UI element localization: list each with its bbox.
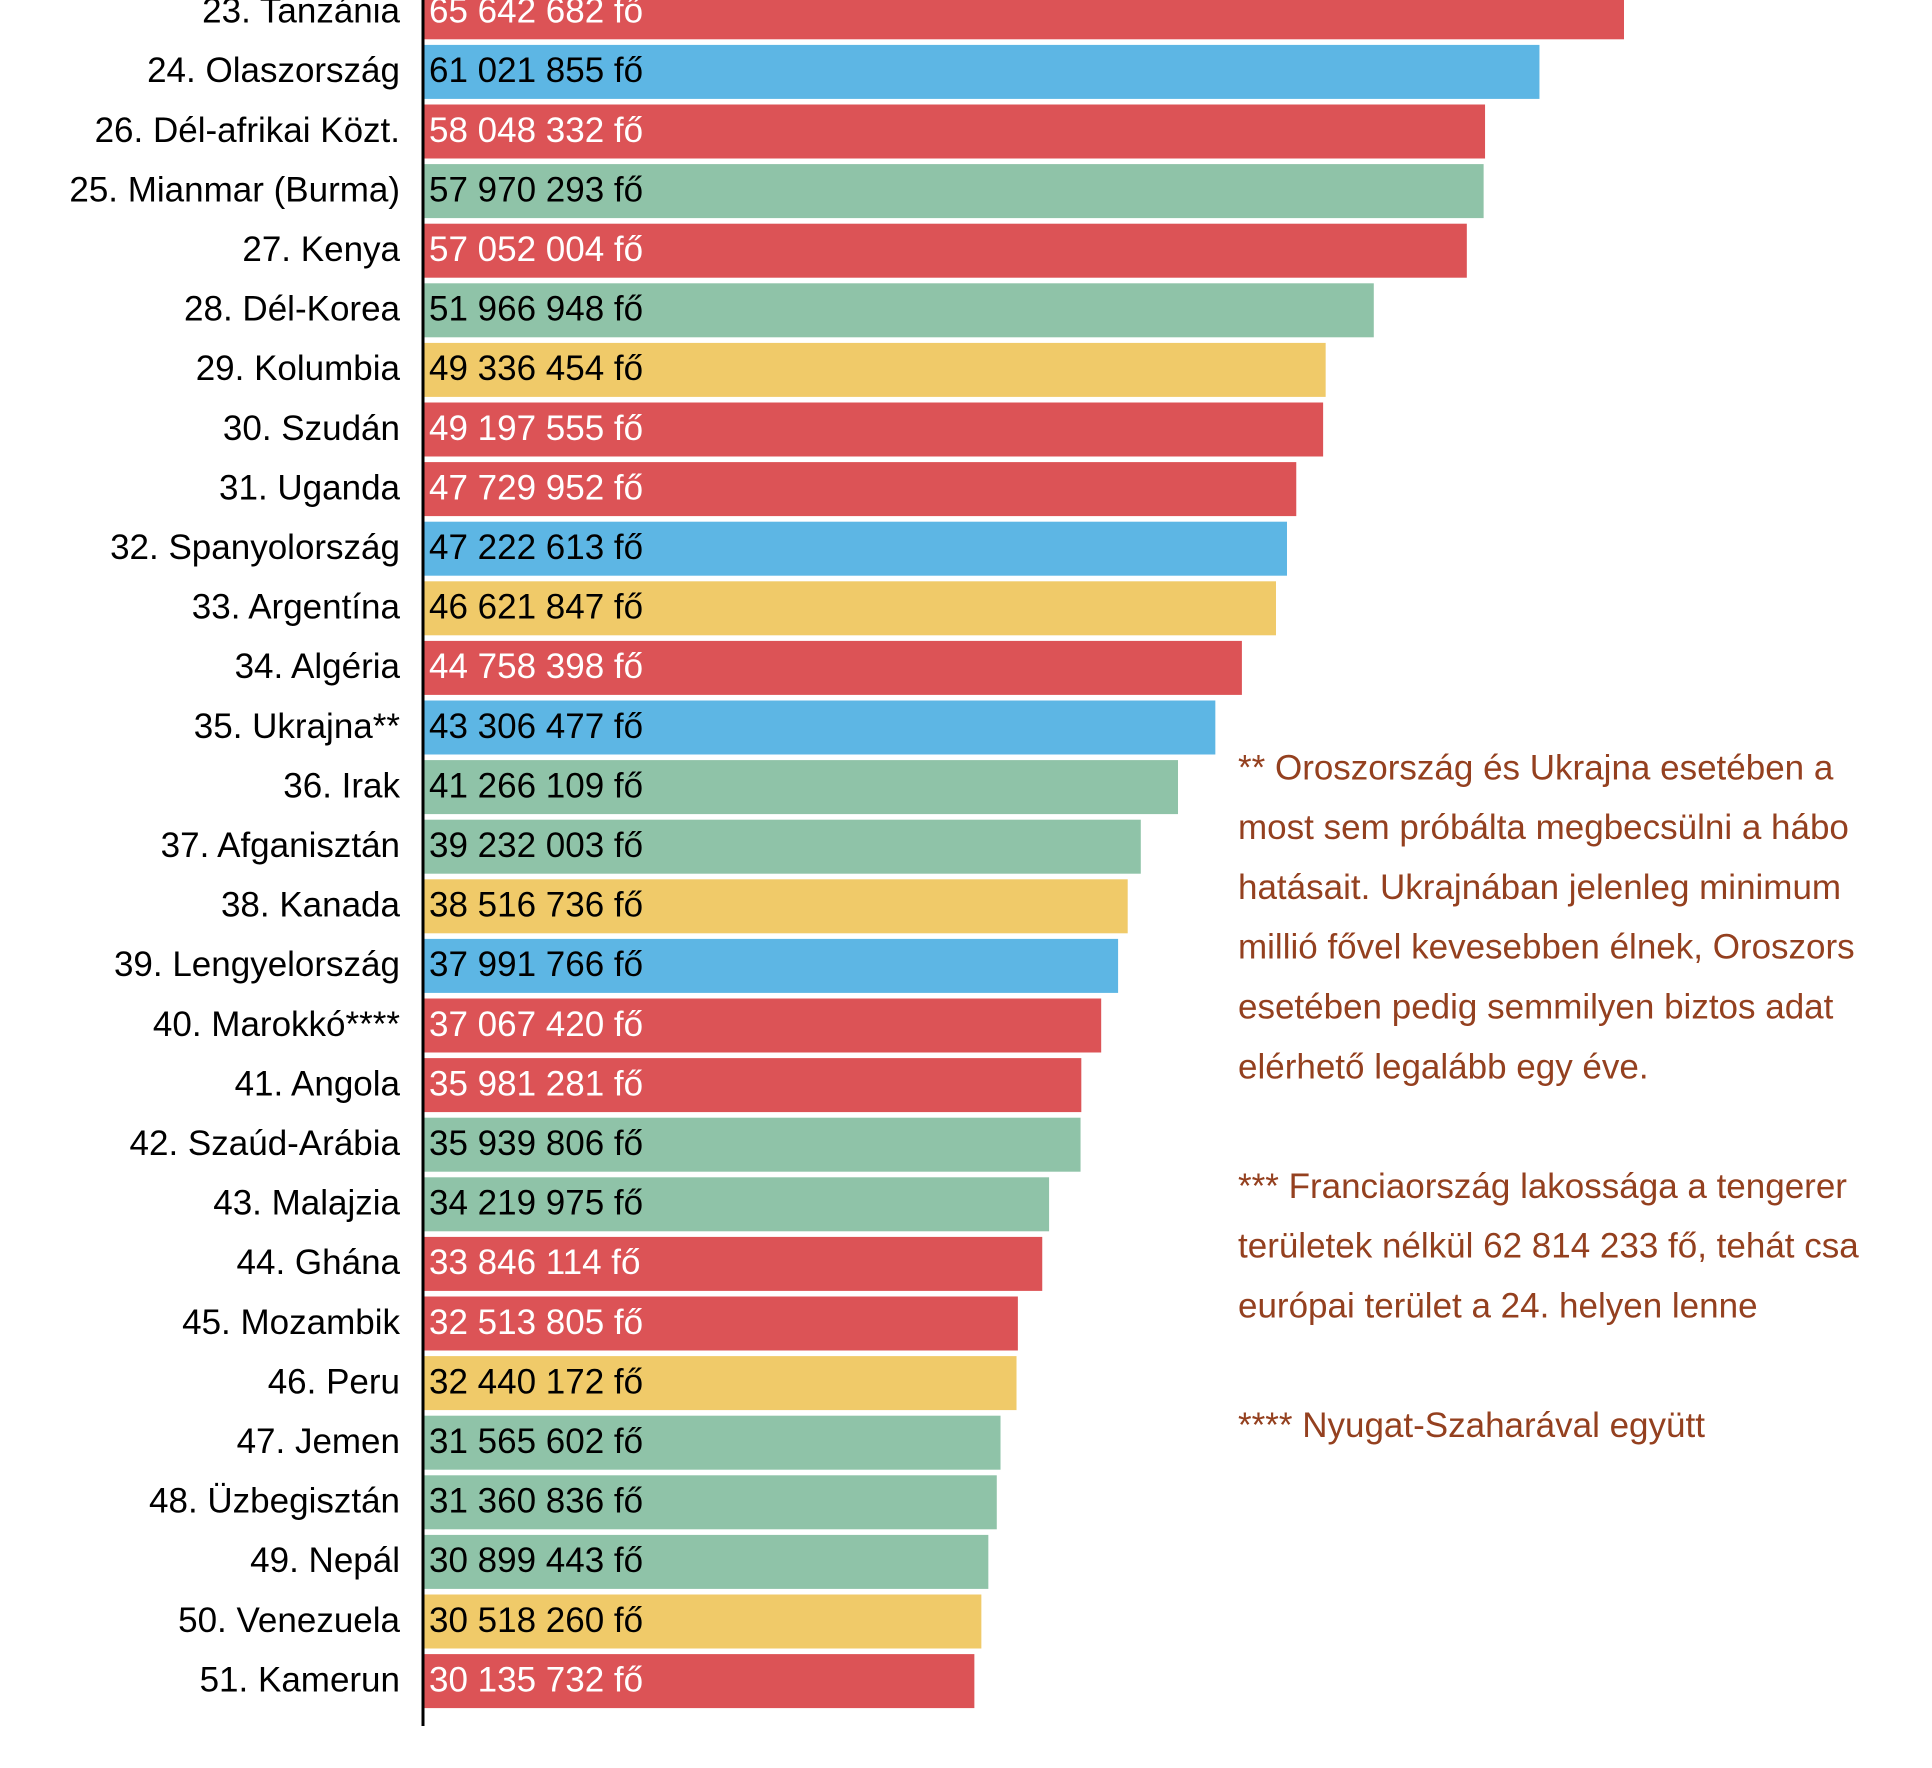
value-label: 61 021 855 fő: [429, 51, 643, 90]
annotation: elérhető legalább egy éve.: [1238, 1047, 1649, 1086]
value-label: 32 513 805 fő: [429, 1303, 643, 1342]
category-label: 37. Afganisztán: [161, 826, 400, 865]
value-label: 47 222 613 fő: [429, 528, 643, 567]
bar: [423, 640, 1242, 695]
bar: [423, 342, 1326, 397]
value-label: 37 067 420 fő: [429, 1005, 643, 1044]
bar: [423, 1236, 1043, 1291]
value-label: 35 939 806 fő: [429, 1124, 643, 1163]
category-label: 46. Peru: [268, 1362, 400, 1401]
category-label: 47. Jemen: [237, 1422, 400, 1461]
bar: [423, 0, 1624, 40]
value-label: 58 048 332 fő: [429, 111, 643, 150]
bar: [423, 581, 1276, 636]
category-label: 24. Olaszország: [147, 51, 400, 90]
value-label: 57 052 004 fő: [429, 230, 643, 269]
annotation: esetében pedig semmilyen biztos adat: [1238, 987, 1834, 1026]
bar: [423, 1296, 1018, 1351]
bar: [423, 879, 1128, 934]
value-label: 57 970 293 fő: [429, 170, 643, 209]
category-label: 34. Algéria: [235, 647, 401, 686]
value-label: 49 336 454 fő: [429, 349, 643, 388]
category-label: 41. Angola: [235, 1064, 401, 1103]
value-label: 31 565 602 fő: [429, 1422, 643, 1461]
value-label: 30 899 443 fő: [429, 1541, 643, 1580]
category-label: 42. Szaúd-Arábia: [130, 1124, 401, 1163]
category-label: 35. Ukrajna**: [194, 707, 401, 746]
category-label: 29. Kolumbia: [196, 349, 401, 388]
category-label: 43. Malajzia: [213, 1184, 400, 1223]
bar: [423, 1356, 1017, 1411]
bar: [423, 1058, 1082, 1113]
bar: [423, 1475, 997, 1530]
value-label: 46 621 847 fő: [429, 588, 643, 627]
bar: [423, 819, 1141, 874]
bar: [423, 44, 1540, 99]
category-label: 25. Mianmar (Burma): [69, 170, 400, 209]
value-label: 35 981 281 fő: [429, 1064, 643, 1103]
category-label: 31. Uganda: [219, 468, 401, 507]
bar: [423, 998, 1102, 1053]
category-label: 44. Ghána: [237, 1243, 401, 1282]
value-label: 39 232 003 fő: [429, 826, 643, 865]
annotation: most sem próbálta megbecsülni a hábo: [1238, 808, 1849, 847]
annotation: millió fővel kevesebben élnek, Oroszors: [1238, 928, 1855, 967]
category-label: 23. Tanzánia: [202, 0, 400, 31]
value-label: 51 966 948 fő: [429, 290, 643, 329]
value-label: 41 266 109 fő: [429, 766, 643, 805]
category-label: 48. Üzbegisztán: [149, 1482, 400, 1521]
bar: [423, 760, 1179, 815]
bar: [423, 938, 1119, 993]
bar: [423, 1654, 975, 1709]
annotation: **** Nyugat-Szaharával együtt: [1238, 1406, 1705, 1445]
category-label: 39. Lengyelország: [114, 945, 400, 984]
value-label: 30 135 732 fő: [429, 1660, 643, 1699]
category-label: 27. Kenya: [242, 230, 400, 269]
category-label: 30. Szudán: [223, 409, 400, 448]
value-label: 30 518 260 fő: [429, 1601, 643, 1640]
annotation: ** Oroszország és Ukrajna esetében a: [1238, 748, 1834, 787]
bar: [423, 1534, 989, 1589]
bar: [423, 462, 1297, 517]
category-label: 38. Kanada: [221, 886, 401, 925]
category-label: 51. Kamerun: [200, 1660, 400, 1699]
bar: [423, 1594, 982, 1649]
category-label: 50. Venezuela: [178, 1601, 400, 1640]
value-label: 44 758 398 fő: [429, 647, 643, 686]
bar: [423, 700, 1216, 755]
value-label: 43 306 477 fő: [429, 707, 643, 746]
annotation: hatásait. Ukrajnában jelenleg minimum: [1238, 868, 1841, 907]
value-label: 33 846 114 fő: [429, 1243, 641, 1282]
annotation: *** Franciaország lakossága a tengerer: [1238, 1167, 1847, 1206]
value-label: 37 991 766 fő: [429, 945, 643, 984]
bar: [423, 283, 1374, 338]
value-label: 34 219 975 fő: [429, 1184, 643, 1223]
value-label: 32 440 172 fő: [429, 1362, 643, 1401]
value-label: 47 729 952 fő: [429, 468, 643, 507]
category-label: 26. Dél-afrikai Közt.: [95, 111, 400, 150]
category-label: 45. Mozambik: [182, 1303, 400, 1342]
annotation: európai terület a 24. helyen lenne: [1238, 1286, 1758, 1325]
bar: [423, 164, 1484, 219]
bar: [423, 1415, 1001, 1470]
bar: [423, 1117, 1081, 1172]
annotation: területek nélkül 62 814 233 fő, tehát cs…: [1238, 1227, 1859, 1266]
bar: [423, 521, 1287, 576]
bar: [423, 223, 1467, 278]
category-label: 32. Spanyolország: [110, 528, 400, 567]
category-label: 49. Nepál: [250, 1541, 400, 1580]
category-label: 36. Irak: [283, 766, 400, 805]
value-label: 65 642 682 fő: [429, 0, 643, 31]
value-label: 38 516 736 fő: [429, 886, 643, 925]
category-label: 28. Dél-Korea: [184, 290, 400, 329]
category-label: 40. Marokkó****: [153, 1005, 400, 1044]
bar: [423, 1177, 1050, 1232]
bar: [423, 402, 1324, 457]
category-label: 33. Argentína: [192, 588, 401, 627]
bar: [423, 104, 1486, 159]
value-label: 49 197 555 fő: [429, 409, 643, 448]
value-label: 31 360 836 fő: [429, 1482, 643, 1521]
